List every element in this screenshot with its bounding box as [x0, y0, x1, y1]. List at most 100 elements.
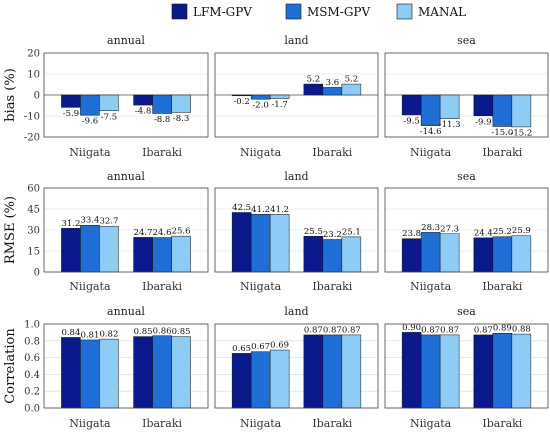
data-label: 0.82 — [99, 330, 118, 340]
bar — [61, 337, 81, 409]
chart-rows: bias (%) -20 -10 0 10 20 annual -5.9-9.6 -7.5 Nii… — [3, 34, 549, 430]
data-label: 0.90 — [402, 323, 421, 333]
x-tick-label: Ibaraki — [482, 417, 522, 430]
bar — [80, 94, 100, 116]
bar — [492, 236, 513, 273]
x-tick-label: Niigata — [240, 417, 282, 430]
legend: LFM-GPV MSM-GPV MANAL — [171, 3, 466, 20]
data-label: -2.0 — [252, 101, 268, 111]
panel-border — [214, 323, 379, 409]
y-tick-label: 0.4 — [24, 370, 40, 381]
panel-sea: sea 23.828.3 27.3 Niigata 24.4 25.2 25.9 Ibarak… — [384, 170, 549, 293]
bar — [473, 334, 494, 409]
data-label: -8.3 — [173, 114, 189, 124]
chart-bias: bias (%) -20 -10 0 10 20 annual -5.9-9.6 -7.5 Nii… — [3, 34, 549, 159]
panel-title: land — [284, 305, 308, 318]
bar — [231, 212, 252, 273]
legend-swatch — [285, 3, 302, 20]
data-label: -15.2 — [510, 128, 532, 138]
panel-title: sea — [457, 34, 476, 47]
bar — [473, 237, 494, 273]
bar — [341, 334, 362, 409]
y-axis-label: RMSE (%) — [3, 196, 18, 264]
legend-swatch — [171, 3, 188, 20]
bar — [61, 228, 81, 273]
bar — [269, 349, 290, 409]
y-tick-label: -10 — [24, 112, 40, 123]
bar — [401, 94, 422, 116]
panel-border — [214, 52, 379, 138]
data-label: 0.65 — [232, 344, 251, 354]
legend-label: MSM-GPV — [307, 5, 371, 19]
panel-border — [43, 323, 209, 409]
y-tick-label: 0 — [34, 91, 40, 102]
x-tick-label: Ibaraki — [142, 146, 182, 159]
bar — [401, 332, 422, 409]
bar — [269, 214, 290, 273]
data-label: 24.4 — [474, 228, 493, 238]
data-label: -7.5 — [101, 112, 117, 122]
bar — [269, 94, 290, 99]
panel-land: land -0.2 -2.0 -1.7 Niigata 5.2 3.6 5.2 Ibaraki — [214, 34, 379, 159]
y-tick-label: 0 — [34, 268, 40, 279]
data-label: 0.69 — [270, 341, 289, 351]
bar — [152, 94, 172, 114]
bar — [152, 335, 172, 409]
data-label: 0.85 — [134, 327, 153, 337]
data-label: 0.86 — [153, 326, 172, 336]
data-label: 0.85 — [172, 327, 191, 337]
y-tick-label: 15 — [27, 247, 40, 258]
bar — [439, 233, 460, 273]
data-label: 24.6 — [153, 228, 172, 238]
bar — [322, 239, 343, 273]
legend-item: LFM-GPV — [171, 3, 252, 20]
y-tick-label: 30 — [27, 226, 40, 237]
y-tick-label: 20 — [27, 49, 40, 60]
panel-title: sea — [457, 305, 476, 318]
bar — [341, 83, 362, 96]
chart-rmse: RMSE (%) 0 15 30 45 60 annual 31.2 33.4 32.7 Niiga… — [3, 170, 549, 293]
x-tick-label: Niigata — [69, 417, 111, 430]
data-label: 3.6 — [326, 78, 340, 88]
data-label: -11.3 — [439, 120, 461, 130]
data-label: 25.5 — [304, 227, 323, 237]
x-tick-label: Ibaraki — [482, 146, 522, 159]
legend-label: LFM-GPV — [193, 5, 252, 19]
panel-annual: annual 0.84 0.81 0.82 Niigata 0.85 0.86 0.85 Iba… — [43, 305, 209, 430]
bar — [133, 237, 153, 273]
bar — [401, 238, 422, 273]
data-label: 5.2 — [345, 75, 359, 85]
bar — [322, 87, 343, 96]
y-axis-label: Correlation — [3, 328, 18, 404]
y-tick-label: 0.2 — [24, 387, 40, 398]
legend-item: MANAL — [396, 3, 466, 20]
y-tick-label: -20 — [24, 133, 40, 144]
data-label: 23.8 — [402, 229, 421, 239]
bar — [511, 235, 532, 273]
legend-label: MANAL — [418, 5, 466, 19]
bar — [511, 333, 532, 409]
legend-swatch — [396, 3, 413, 20]
y-tick-label: 0.8 — [24, 336, 40, 347]
panel-border — [43, 187, 209, 273]
data-label: -1.7 — [271, 100, 287, 110]
bar — [439, 334, 460, 409]
bar — [420, 232, 441, 273]
data-label: -4.8 — [135, 107, 151, 117]
data-label: 28.3 — [421, 223, 440, 233]
bar — [492, 332, 513, 409]
bar — [80, 224, 100, 273]
y-tick-label: 0.6 — [24, 353, 40, 364]
x-tick-label: Niigata — [410, 146, 452, 159]
bar — [250, 351, 271, 409]
data-label: 0.88 — [512, 325, 531, 335]
y-tick-label: 1.0 — [24, 320, 40, 331]
data-label: -9.9 — [475, 117, 491, 127]
x-tick-label: Niigata — [240, 146, 282, 159]
data-label: 25.9 — [512, 226, 531, 236]
panel-border — [384, 323, 549, 409]
data-label: 23.2 — [323, 230, 342, 240]
